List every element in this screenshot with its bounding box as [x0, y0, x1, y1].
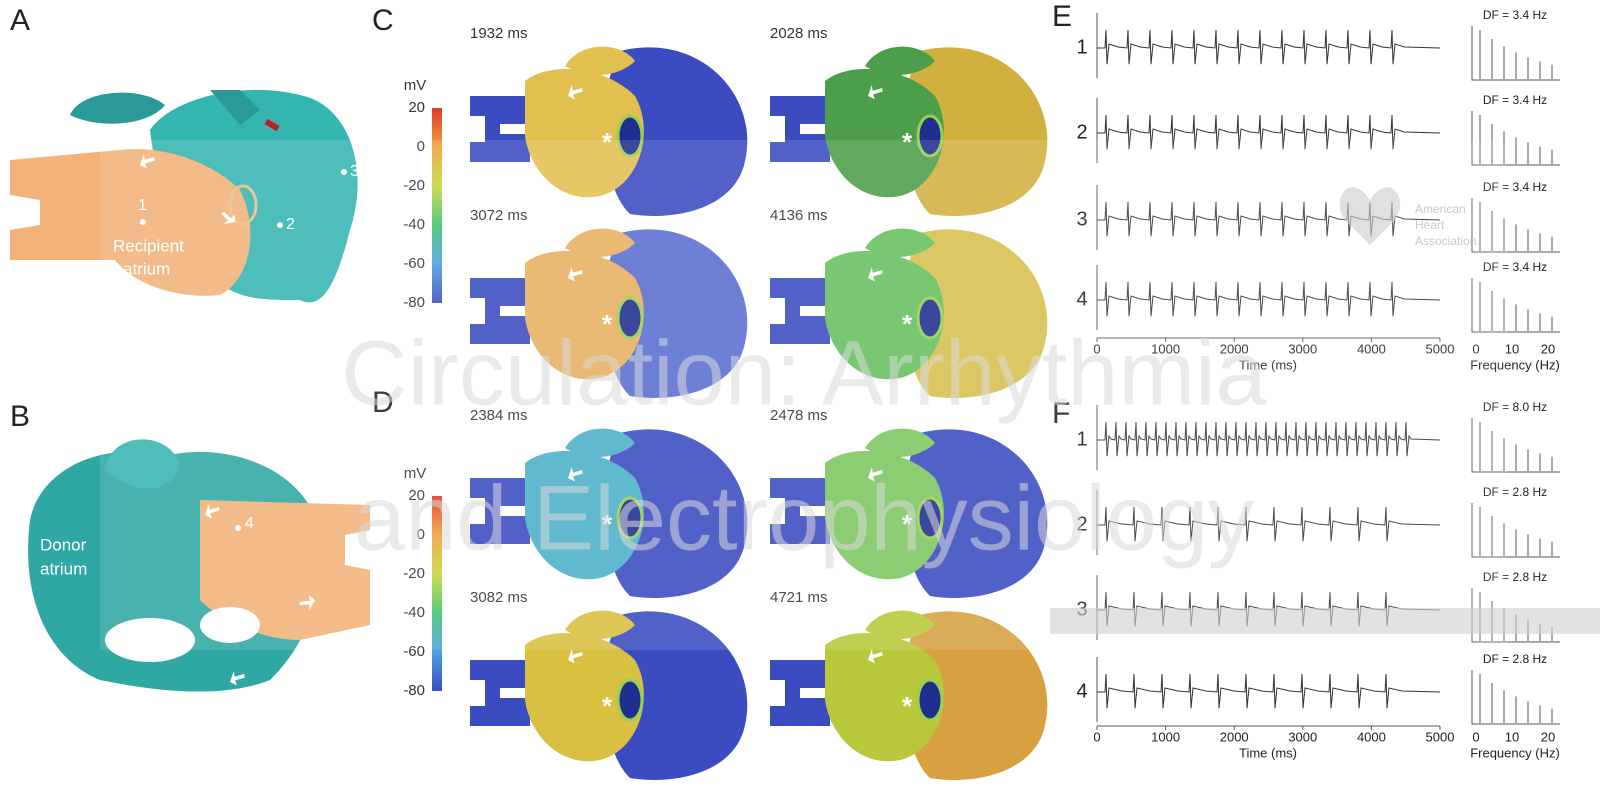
- time-tick-label: 1000: [1151, 729, 1180, 744]
- region-label: Donor: [40, 535, 87, 554]
- freq-tick-label: 20: [1541, 341, 1555, 356]
- colorbar-unit: mV: [404, 77, 427, 94]
- channel-label: 4: [1076, 680, 1087, 702]
- channel-label: 1: [1076, 36, 1087, 58]
- panel-label: C: [372, 4, 394, 37]
- logo-text: American: [1415, 202, 1466, 216]
- valve-ring: [918, 680, 942, 720]
- panel-label: E: [1052, 0, 1072, 33]
- freq-tick-label: 10: [1505, 729, 1519, 744]
- time-tick-label: 5000: [1426, 729, 1455, 744]
- colorbar-tick-label: -80: [403, 682, 425, 699]
- channel-label: 2: [1076, 121, 1087, 143]
- spectrum: [1480, 30, 1552, 80]
- time-label: 1932 ms: [470, 25, 528, 42]
- tube: [470, 660, 530, 726]
- watermark-text: and Electrophysiology: [354, 467, 1254, 569]
- trace: [1097, 674, 1440, 708]
- valve-ring: [618, 680, 642, 720]
- axis-title: Frequency (Hz): [1470, 745, 1560, 760]
- time-label: 2028 ms: [770, 25, 828, 42]
- dominant-frequency: DF = 2.8 Hz: [1483, 652, 1547, 666]
- asterisk: *: [602, 691, 613, 721]
- logo-text: Association.: [1415, 234, 1480, 248]
- dominant-frequency: DF = 3.4 Hz: [1483, 93, 1547, 107]
- freq-tick-label: 20: [1541, 729, 1555, 744]
- tube: [770, 660, 830, 726]
- logo-text: Heart: [1415, 218, 1445, 232]
- time-tick-label: 0: [1093, 729, 1100, 744]
- panel-label: B: [10, 400, 30, 433]
- panel-label: A: [10, 4, 30, 37]
- figure: A123RecipientatriumB4DonoratriumCmV200-2…: [0, 0, 1608, 786]
- axis-title: Time (ms): [1239, 745, 1297, 760]
- trace: [1097, 30, 1440, 64]
- asterisk: *: [902, 691, 913, 721]
- colorbar-tick-label: 20: [408, 99, 425, 116]
- spectrum: [1480, 674, 1552, 724]
- time-tick-label: 4000: [1357, 729, 1386, 744]
- watermark-text: Circulation: Arrhythmia: [341, 322, 1267, 424]
- dominant-frequency: DF = 3.4 Hz: [1483, 8, 1547, 22]
- region-label: atrium: [40, 559, 87, 578]
- time-tick-label: 2000: [1220, 729, 1249, 744]
- time-tick-label: 3000: [1288, 729, 1317, 744]
- watermark-bar: [1050, 608, 1600, 634]
- appendage: [70, 93, 165, 124]
- freq-tick-label: 0: [1472, 729, 1479, 744]
